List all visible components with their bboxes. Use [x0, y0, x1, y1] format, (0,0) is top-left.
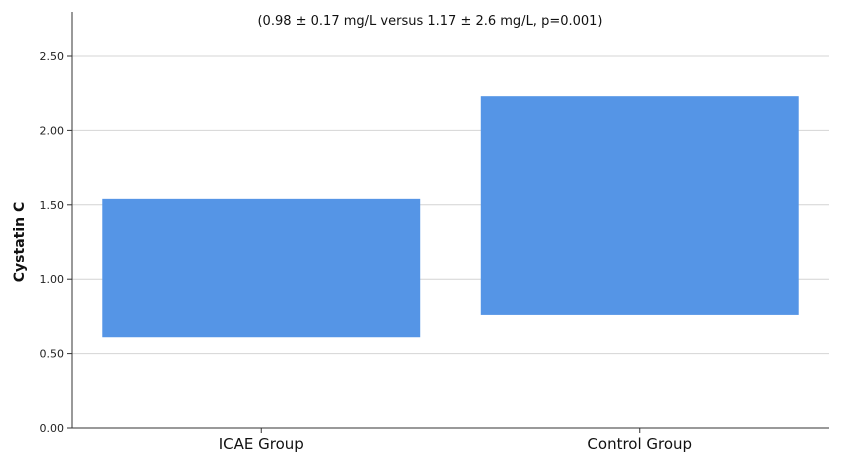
bar-icae-group [102, 198, 421, 338]
y-tick-label: 2.00 [40, 124, 65, 137]
y-axis-title: Cystatin C [12, 202, 28, 282]
y-tick-label: 1.50 [40, 199, 65, 212]
bars [102, 96, 799, 338]
bar-control-group [480, 96, 799, 315]
y-tick-label: 1.00 [40, 273, 65, 286]
labels: 0.00 0.50 1.00 1.50 2.00 2.50 ICAE Group Contro… [40, 50, 693, 452]
y-tick-label: 0.00 [40, 422, 65, 435]
axes [67, 12, 829, 433]
y-tick-label: 0.50 [40, 348, 65, 361]
x-category-label: ICAE Group [219, 435, 304, 452]
y-tick-label: 2.50 [40, 50, 65, 63]
x-category-label: Control Group [587, 435, 692, 452]
chart-annotation: (0.98 ± 0.17 mg/L versus 1.17 ± 2.6 mg/L… [257, 14, 602, 29]
